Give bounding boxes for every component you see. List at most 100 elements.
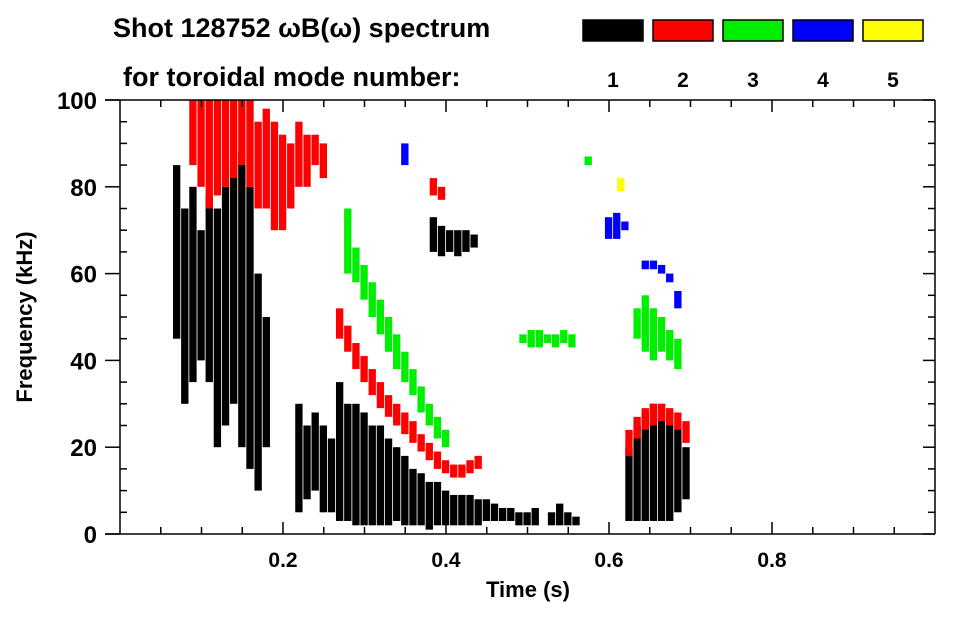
spectrum-column-mode-1 (450, 494, 458, 526)
spectrum-column-mode-4 (613, 212, 621, 239)
spectrum-column-mode-1 (311, 412, 319, 491)
spectrum-column-mode-5 (617, 178, 625, 192)
spectrum-column-mode-2 (649, 403, 658, 426)
spectrum-column-mode-1 (454, 230, 462, 257)
spectrum-column-mode-3 (674, 338, 682, 370)
spectrum-column-mode-1 (446, 230, 454, 252)
spectrum-column-mode-2 (425, 442, 433, 461)
spectrum-column-mode-1 (462, 230, 470, 252)
spectrum-column-mode-2 (254, 121, 262, 209)
spectrum-column-mode-2 (311, 134, 319, 166)
spectrum-column-mode-2 (384, 395, 393, 417)
spectrum-column-mode-2 (682, 421, 690, 443)
spectrum-column-mode-1 (649, 403, 658, 521)
spectrum-column-mode-2 (278, 134, 287, 231)
spectrum-column-mode-3 (393, 334, 401, 370)
y-tick-label: 60 (70, 262, 97, 289)
spectrum-column-mode-1 (531, 507, 539, 526)
spectrum-column-mode-1 (666, 412, 674, 521)
x-tick-label: 0.2 (268, 549, 297, 572)
spectrum-column-mode-3 (560, 330, 568, 344)
y-tick-label: 40 (70, 348, 97, 375)
spectrum-column-mode-1 (197, 230, 205, 361)
spectrum-column-mode-4 (674, 290, 682, 309)
x-tick-label: 0.8 (757, 549, 787, 572)
spectrum-column-mode-1 (474, 499, 482, 526)
spectrum-column-mode-2 (221, 100, 230, 187)
spectrum-column-mode-3 (657, 317, 666, 352)
spectrum-column-mode-3 (360, 264, 368, 300)
spectrum-column-mode-2 (262, 108, 270, 209)
spectrum-column-mode-2 (429, 178, 438, 196)
legend-label-mode-5: 5 (887, 69, 899, 92)
spectrum-column-mode-1 (641, 412, 649, 521)
y-tick-label: 100 (57, 88, 97, 115)
spectrum-column-mode-4 (666, 273, 674, 283)
legend-label-mode-4: 4 (817, 69, 829, 92)
spectrum-column-mode-1 (181, 208, 189, 404)
spectrum-column-mode-2 (287, 143, 295, 209)
spectrum-column-mode-2 (246, 100, 254, 187)
spectrum-column-mode-3 (527, 330, 535, 348)
spectrum-column-mode-1 (657, 403, 666, 521)
spectrum-column-mode-1 (674, 425, 682, 513)
spectrum-column-mode-1 (437, 225, 446, 257)
spectrum-column-mode-2 (641, 408, 649, 430)
spectrum-column-mode-2 (474, 455, 482, 469)
spectrum-column-mode-1 (189, 186, 197, 383)
spectrum-column-mode-1 (352, 403, 360, 526)
spectrum-column-mode-4 (401, 143, 409, 166)
spectrum-column-mode-1 (230, 165, 238, 404)
spectrum-column-mode-2 (213, 100, 222, 196)
spectrum-column-mode-2 (633, 416, 641, 439)
spectrum-column-mode-1 (523, 512, 531, 526)
spectrum-column-mode-3 (535, 330, 543, 348)
legend: 1 2 3 4 5 (582, 19, 924, 92)
legend-swatch-mode-3 (722, 19, 784, 42)
spectrum-column-mode-1 (246, 186, 254, 469)
spectrum-column-mode-1 (572, 516, 580, 526)
spectrum-column-mode-1 (409, 468, 417, 526)
spectrum-column-mode-1 (417, 473, 425, 526)
spectrum-column-mode-3 (433, 416, 442, 439)
spectrum-column-mode-3 (352, 247, 360, 283)
spectrum-column-mode-2 (441, 460, 450, 474)
spectrum-column-mode-2 (197, 100, 205, 187)
spectrum-column-mode-2 (376, 382, 385, 409)
y-tick-label: 20 (70, 435, 97, 462)
spectrum-column-mode-2 (368, 369, 376, 396)
spectrum-column-mode-1 (556, 503, 564, 526)
spectrum-column-mode-2 (674, 412, 682, 430)
spectrum-column-mode-1 (254, 273, 262, 491)
spectrum-column-mode-1 (327, 438, 336, 513)
spectrum-column-mode-1 (335, 382, 344, 521)
chart-title-line2: for toroidal mode number: (123, 62, 461, 92)
spectrum-column-mode-1 (360, 412, 368, 526)
spectrum-column-mode-3 (641, 295, 649, 352)
x-axis-label: Time (s) (486, 577, 570, 602)
spectrum-column-mode-4 (641, 260, 649, 270)
spectrum-column-mode-3 (649, 308, 658, 361)
legend-swatch-mode-2 (652, 19, 714, 42)
legend-swatch-mode-1 (582, 19, 644, 42)
spectrum-column-mode-2 (466, 460, 474, 474)
spectrum-column-mode-4 (649, 260, 658, 270)
spectrum-column-mode-1 (384, 438, 393, 526)
spectrum-column-mode-3 (401, 351, 409, 383)
spectrum-column-mode-2 (360, 356, 368, 383)
spectrum-column-mode-3 (417, 386, 425, 413)
spectrum-column-mode-1 (425, 481, 433, 530)
spectrum-column-mode-1 (238, 152, 246, 448)
legend-label-mode-2: 2 (677, 69, 689, 92)
spectrum-column-mode-3 (344, 208, 352, 274)
x-tick-label: 0.4 (431, 549, 461, 572)
spectrum-column-mode-1 (498, 507, 507, 521)
spectrum-column-mode-1 (507, 507, 515, 521)
spectrum-column-mode-2 (657, 403, 666, 422)
spectrum-column-mode-2 (319, 143, 328, 179)
spectrum-column-mode-2 (450, 464, 458, 478)
spectrum-column-mode-3 (384, 317, 393, 352)
spectrum-column-mode-3 (551, 334, 560, 348)
spectrum-column-mode-2 (417, 434, 425, 452)
legend-swatch-mode-4 (792, 19, 854, 42)
